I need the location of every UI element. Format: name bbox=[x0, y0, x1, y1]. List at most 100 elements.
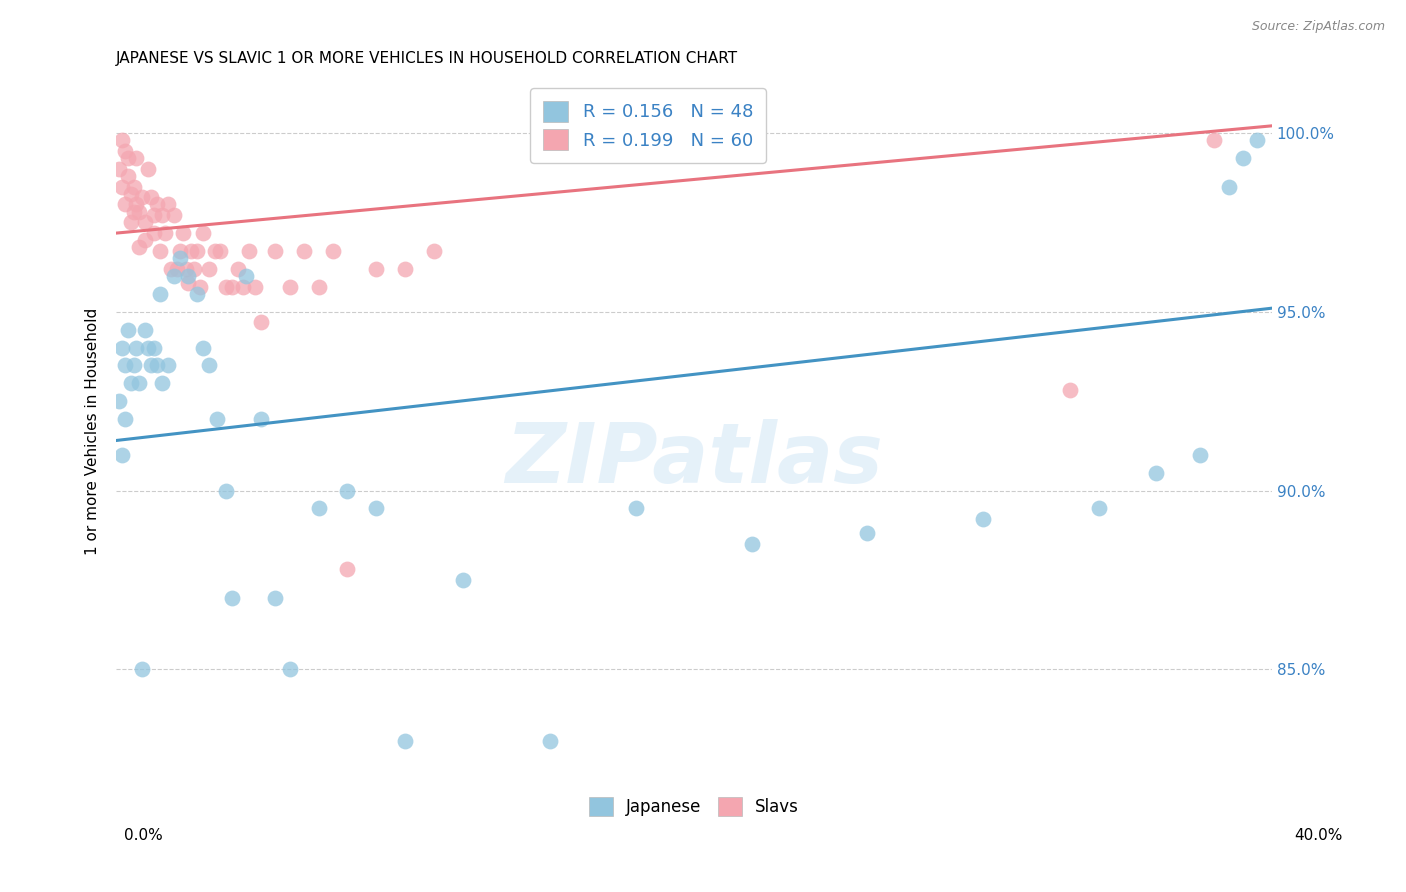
Point bbox=[157, 359, 180, 373]
Point bbox=[117, 323, 139, 337]
Point bbox=[120, 376, 142, 391]
Point bbox=[139, 190, 162, 204]
Point bbox=[215, 483, 238, 498]
Point bbox=[122, 179, 145, 194]
Point bbox=[278, 662, 301, 676]
Point bbox=[134, 323, 156, 337]
Point bbox=[145, 197, 167, 211]
Text: 0.0%: 0.0% bbox=[124, 828, 163, 843]
Point bbox=[1232, 151, 1254, 165]
Text: Source: ZipAtlas.com: Source: ZipAtlas.com bbox=[1251, 20, 1385, 33]
Point bbox=[221, 279, 243, 293]
Point bbox=[169, 244, 191, 258]
Point bbox=[207, 412, 229, 426]
Point bbox=[163, 268, 186, 283]
Point bbox=[114, 197, 136, 211]
Point bbox=[215, 279, 238, 293]
Point bbox=[111, 448, 134, 462]
Point bbox=[249, 412, 271, 426]
Point bbox=[120, 186, 142, 201]
Y-axis label: 1 or more Vehicles in Household: 1 or more Vehicles in Household bbox=[86, 308, 100, 555]
Point bbox=[308, 501, 330, 516]
Point bbox=[538, 734, 561, 748]
Point bbox=[177, 276, 200, 290]
Point bbox=[120, 215, 142, 229]
Point bbox=[292, 244, 315, 258]
Point bbox=[183, 261, 205, 276]
Point bbox=[366, 501, 388, 516]
Point bbox=[114, 359, 136, 373]
Point bbox=[108, 394, 131, 409]
Point bbox=[177, 268, 200, 283]
Point bbox=[149, 286, 172, 301]
Point bbox=[122, 204, 145, 219]
Point bbox=[125, 151, 148, 165]
Text: ZIPatlas: ZIPatlas bbox=[505, 419, 883, 500]
Point bbox=[152, 208, 174, 222]
Point bbox=[152, 376, 174, 391]
Point bbox=[188, 279, 211, 293]
Point bbox=[172, 226, 194, 240]
Point bbox=[322, 244, 344, 258]
Point bbox=[235, 268, 257, 283]
Point bbox=[142, 226, 165, 240]
Point bbox=[114, 144, 136, 158]
Point bbox=[131, 190, 153, 204]
Point bbox=[174, 261, 197, 276]
Point bbox=[134, 233, 156, 247]
Point bbox=[278, 279, 301, 293]
Point bbox=[131, 662, 153, 676]
Point bbox=[264, 244, 287, 258]
Point bbox=[117, 151, 139, 165]
Point bbox=[186, 286, 208, 301]
Point bbox=[139, 359, 162, 373]
Point bbox=[155, 226, 177, 240]
Point bbox=[191, 341, 214, 355]
Point bbox=[128, 376, 150, 391]
Point bbox=[1218, 179, 1240, 194]
Point bbox=[1144, 466, 1167, 480]
Point bbox=[142, 341, 165, 355]
Text: 40.0%: 40.0% bbox=[1295, 828, 1343, 843]
Point bbox=[856, 526, 879, 541]
Point bbox=[1188, 448, 1211, 462]
Point bbox=[1204, 133, 1226, 147]
Point bbox=[128, 204, 150, 219]
Point bbox=[186, 244, 208, 258]
Point bbox=[142, 208, 165, 222]
Point bbox=[232, 279, 254, 293]
Point bbox=[336, 562, 359, 576]
Point bbox=[191, 226, 214, 240]
Point bbox=[221, 591, 243, 605]
Point bbox=[136, 341, 159, 355]
Point bbox=[1087, 501, 1109, 516]
Point bbox=[128, 240, 150, 254]
Point bbox=[209, 244, 232, 258]
Point bbox=[249, 316, 271, 330]
Point bbox=[366, 261, 388, 276]
Point bbox=[111, 179, 134, 194]
Point bbox=[394, 261, 416, 276]
Point bbox=[180, 244, 202, 258]
Point bbox=[111, 133, 134, 147]
Point bbox=[108, 161, 131, 176]
Point bbox=[1246, 133, 1268, 147]
Point bbox=[157, 197, 180, 211]
Point bbox=[197, 261, 219, 276]
Legend: Japanese, Slavs: Japanese, Slavs bbox=[581, 789, 807, 825]
Point bbox=[264, 591, 287, 605]
Point bbox=[423, 244, 446, 258]
Point bbox=[125, 341, 148, 355]
Point bbox=[1059, 384, 1081, 398]
Point bbox=[125, 197, 148, 211]
Point bbox=[972, 512, 994, 526]
Point bbox=[136, 161, 159, 176]
Point bbox=[114, 412, 136, 426]
Point bbox=[308, 279, 330, 293]
Point bbox=[626, 501, 648, 516]
Point bbox=[204, 244, 226, 258]
Point bbox=[169, 251, 191, 265]
Point bbox=[149, 244, 172, 258]
Point bbox=[197, 359, 219, 373]
Point bbox=[451, 573, 474, 587]
